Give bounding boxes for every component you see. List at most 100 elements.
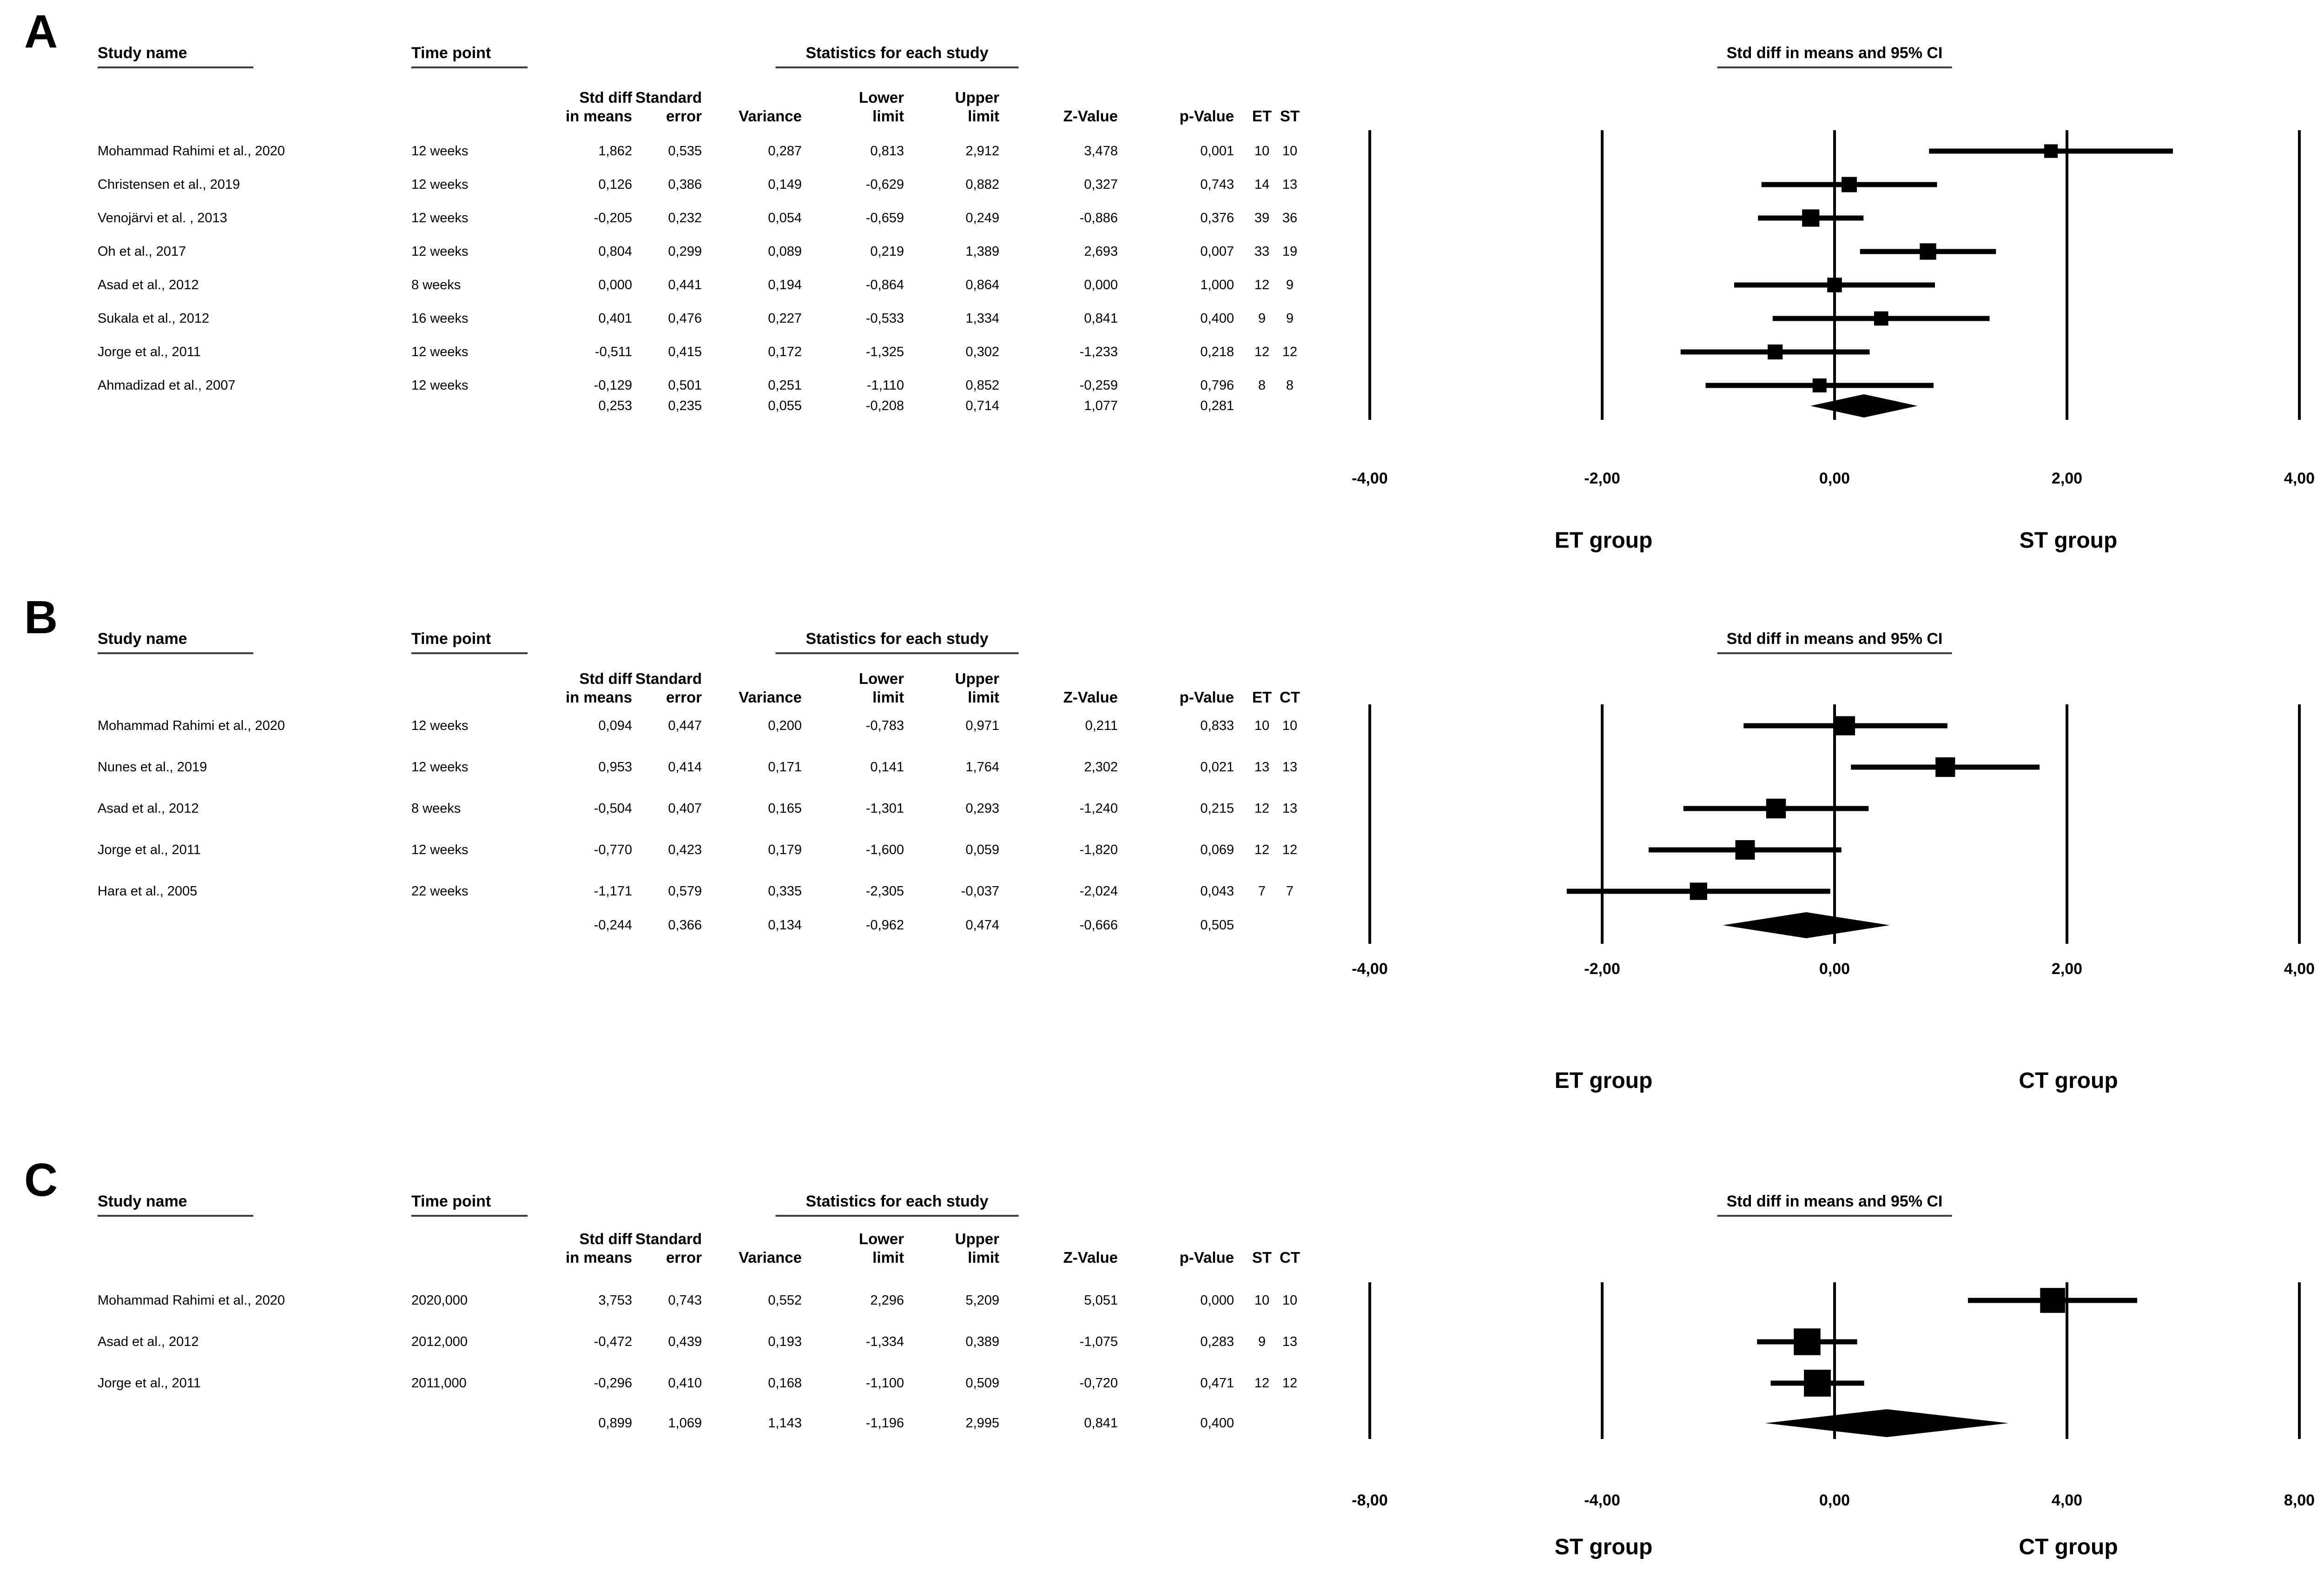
- stat-value: 0,439: [668, 1334, 702, 1349]
- stat-value: 0,299: [668, 244, 702, 259]
- stat-value: 0,302: [965, 345, 999, 359]
- stat-value: -1,075: [1079, 1334, 1118, 1349]
- sample-size: 9: [1286, 311, 1294, 326]
- stat-value: 0,852: [965, 378, 999, 393]
- time-point: 2011,000: [411, 1376, 467, 1391]
- stat-value: -0,037: [961, 884, 999, 899]
- stat-value: 0,400: [1200, 311, 1234, 326]
- stat-value: 0,172: [768, 345, 802, 359]
- stat-value: 0,179: [768, 842, 802, 857]
- stat-value: 0,971: [965, 718, 999, 733]
- stat-value: 0,335: [768, 884, 802, 899]
- sample-size: 13: [1282, 1334, 1298, 1349]
- column-header: Standard error: [635, 1230, 702, 1266]
- axis-tick-label: 2,00: [2051, 960, 2083, 978]
- column-header: Z-Value: [1063, 689, 1118, 706]
- study-name: Asad et al., 2012: [98, 278, 199, 292]
- time-point: 12 weeks: [411, 177, 469, 192]
- study-name: Sukala et al., 2012: [98, 311, 210, 326]
- study-name: Ahmadizad et al., 2007: [98, 378, 236, 393]
- stat-value: 0,376: [1200, 211, 1234, 225]
- effect-size-square: [1802, 209, 1820, 227]
- statistics-header: Statistics for each study: [775, 630, 1019, 655]
- stat-value: 1,389: [965, 244, 999, 259]
- stat-value: 0,743: [668, 1293, 702, 1308]
- axis-tick-label: -2,00: [1584, 960, 1620, 978]
- stat-value: 0,864: [965, 278, 999, 292]
- column-header: Lower limit: [858, 89, 904, 125]
- effect-size-square: [1812, 378, 1827, 393]
- study-name: Jorge et al., 2011: [98, 1376, 201, 1391]
- sample-size: 7: [1258, 884, 1266, 899]
- axis-tick-label: -4,00: [1352, 470, 1388, 487]
- study-name: Jorge et al., 2011: [98, 345, 201, 359]
- stat-value: 0,089: [768, 244, 802, 259]
- stat-value: 0,401: [598, 311, 632, 326]
- stat-value: 0,171: [768, 760, 802, 775]
- sample-size: 12: [1282, 1376, 1298, 1391]
- study-name-header: Study name: [98, 1193, 253, 1217]
- summary-value: 1,077: [1084, 398, 1118, 413]
- time-point: 12 weeks: [411, 345, 469, 359]
- stat-value: -0,511: [594, 345, 632, 359]
- stat-value: 0,796: [1200, 378, 1234, 393]
- stat-value: 0,194: [768, 278, 802, 292]
- stat-value: 2,693: [1084, 244, 1118, 259]
- sample-size: 10: [1254, 144, 1270, 159]
- column-header: Z-Value: [1063, 107, 1118, 125]
- stat-value: 0,535: [668, 144, 702, 159]
- stat-value: 0,069: [1200, 842, 1234, 857]
- sample-column-header: ST: [1252, 1249, 1272, 1266]
- stat-value: 0,441: [668, 278, 702, 292]
- effect-size-square: [1874, 311, 1888, 326]
- axis-tick-label: 2,00: [2051, 470, 2083, 487]
- time-point-header: Time point: [411, 44, 528, 69]
- stat-value: 0,200: [768, 718, 802, 733]
- effect-size-square: [1690, 882, 1707, 900]
- stat-value: 0,227: [768, 311, 802, 326]
- stat-value: 0,000: [1084, 278, 1118, 292]
- summary-diamond: [1810, 394, 1918, 418]
- statistics-header: Statistics for each study: [775, 1193, 1019, 1217]
- summary-value: 0,714: [965, 398, 999, 413]
- sample-size: 10: [1282, 144, 1298, 159]
- stat-value: 0,841: [1084, 311, 1118, 326]
- effect-size-square: [1768, 344, 1783, 360]
- stat-value: 0,476: [668, 311, 702, 326]
- group-left-label: ST group: [1554, 1535, 1653, 1559]
- axis-tick-label: -2,00: [1584, 470, 1620, 487]
- study-name: Mohammad Rahimi et al., 2020: [98, 1293, 285, 1308]
- time-point: 8 weeks: [411, 801, 461, 816]
- stat-value: 0,043: [1200, 884, 1234, 899]
- axis-tick-label: 0,00: [1819, 1491, 1850, 1509]
- panel-c-label: C: [24, 1154, 58, 1206]
- stat-value: 0,094: [598, 718, 632, 733]
- axis-tick-label: 4,00: [2051, 1491, 2083, 1509]
- study-name: Nunes et al., 2019: [98, 760, 207, 775]
- stat-value: 0,552: [768, 1293, 802, 1308]
- forest-plot-canvas: [1368, 1282, 2301, 1439]
- panel-a: A Study name Time point Statistics for e…: [0, 6, 2324, 597]
- panel-b-label: B: [24, 591, 58, 643]
- stat-value: 0,126: [598, 177, 632, 192]
- stat-value: 0,509: [965, 1376, 999, 1391]
- column-header: Std diff in means: [565, 1230, 632, 1266]
- summary-value: 0,474: [965, 918, 999, 933]
- stat-value: -0,629: [865, 177, 904, 192]
- summary-value: 0,400: [1200, 1416, 1234, 1431]
- stat-value: 0,021: [1200, 760, 1234, 775]
- sample-size: 8: [1258, 378, 1266, 393]
- stat-value: -0,504: [594, 801, 632, 816]
- stat-value: 1,764: [965, 760, 999, 775]
- sample-column-header: CT: [1280, 689, 1300, 706]
- summary-value: 0,055: [768, 398, 802, 413]
- column-header: p-Value: [1179, 107, 1234, 125]
- column-header: Standard error: [635, 89, 702, 125]
- effect-size-square: [1766, 798, 1786, 819]
- stat-value: 1,334: [965, 311, 999, 326]
- sample-column-header: CT: [1280, 1249, 1300, 1266]
- stat-value: 2,912: [965, 144, 999, 159]
- stat-value: -0,720: [1079, 1376, 1118, 1391]
- column-header: Upper limit: [955, 1230, 999, 1266]
- summary-value: 0,899: [598, 1416, 632, 1431]
